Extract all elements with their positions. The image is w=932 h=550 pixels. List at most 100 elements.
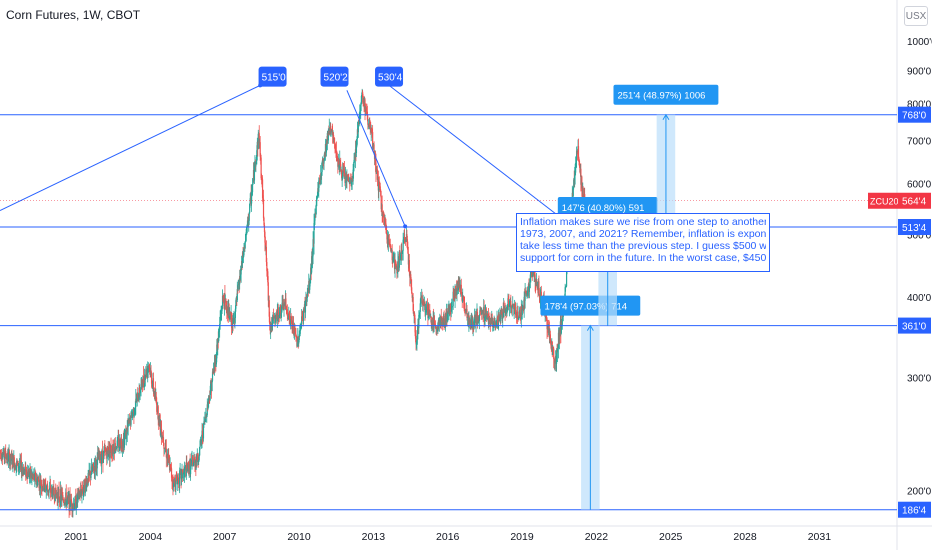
candle-body (182, 474, 184, 479)
candle-body (168, 458, 170, 461)
candle-body (415, 338, 417, 345)
candle-body (56, 494, 58, 499)
candle-body (507, 298, 509, 306)
candle-body (352, 167, 355, 170)
candle-body (126, 426, 128, 434)
trend-label-box (320, 66, 349, 87)
candle-body (464, 302, 466, 310)
candle-body (312, 239, 314, 257)
candle-body (359, 110, 361, 112)
candle-body (151, 384, 154, 387)
candle-body (336, 155, 338, 157)
candle-body (74, 498, 76, 508)
candle-body (156, 403, 158, 412)
candle-body (550, 340, 552, 346)
candle-body (353, 159, 355, 167)
candle-body (114, 443, 116, 450)
candle-body (302, 309, 305, 321)
candle-body (463, 299, 465, 303)
candle-body (411, 287, 413, 294)
candle-body (46, 488, 48, 490)
candle-body (454, 285, 456, 300)
candle-body (296, 342, 298, 347)
candle-body (488, 321, 490, 325)
candle-body (50, 492, 52, 494)
level-price-label: 186'4 (902, 506, 927, 517)
candle-body (572, 187, 574, 197)
candle-body (405, 239, 407, 242)
candle-body (209, 392, 211, 400)
candle-body (55, 493, 57, 495)
candle-body (0, 450, 2, 452)
candle-body (532, 274, 534, 277)
candle-body (449, 303, 451, 309)
candle-body (81, 489, 84, 492)
candle-body (388, 239, 390, 244)
candle-body (118, 438, 120, 448)
candle-body (578, 158, 580, 161)
candle-body (174, 480, 176, 488)
candle-body (105, 450, 107, 452)
candle-body (197, 453, 199, 461)
candle-body (103, 449, 105, 452)
candle-body (413, 310, 415, 314)
candle-body (348, 177, 350, 182)
candle-body (361, 95, 363, 102)
candle-body (96, 456, 98, 469)
candle-body (186, 462, 188, 468)
candle-body (376, 169, 379, 180)
candle-body (582, 188, 584, 200)
candle-body (249, 203, 251, 213)
candle-body (517, 316, 519, 320)
range-measure-label: 147'6 (40.80%) 591 (562, 203, 645, 214)
candle-body (86, 480, 88, 484)
candle-body (364, 99, 366, 112)
candle-body (178, 477, 180, 484)
candle-body (336, 156, 338, 161)
candle-body (560, 319, 562, 334)
text-note[interactable]: Inflation makes sure we rise from one st… (516, 213, 770, 272)
candle-body (101, 450, 104, 457)
candle-body (240, 274, 242, 279)
candle-body (139, 392, 141, 395)
candle-body (318, 180, 320, 192)
candle-body (373, 144, 375, 153)
candle-body (44, 482, 46, 485)
candle-body (184, 467, 186, 470)
candle-body (219, 318, 221, 325)
candle-body (479, 310, 481, 312)
candle-body (398, 251, 400, 268)
trend-line (346, 90, 406, 227)
candle-body (392, 256, 394, 263)
candle-body (251, 184, 254, 193)
candle-body (17, 460, 19, 468)
candle-body (177, 478, 179, 485)
candle-body (157, 406, 159, 421)
candle-body (578, 160, 581, 167)
candle-body (118, 446, 120, 448)
candle-body (300, 323, 302, 326)
candle-body (253, 164, 256, 181)
x-tick-label: 2028 (733, 531, 757, 543)
candle-body (466, 309, 468, 319)
candle-body (28, 471, 30, 478)
candle-body (391, 249, 393, 261)
candle-body (354, 149, 357, 159)
candle-body (231, 318, 234, 330)
candle-body (481, 313, 483, 315)
candle-body (298, 334, 300, 341)
candle-body (484, 313, 486, 318)
candle-body (365, 107, 367, 110)
candle-body (403, 236, 406, 240)
x-tick-label: 2019 (510, 531, 534, 543)
candle-body (24, 468, 26, 470)
currency-button[interactable]: USX (904, 6, 928, 26)
candle-body (332, 131, 334, 136)
candle-body (504, 309, 507, 313)
candle-body (430, 317, 432, 324)
candle-body (318, 178, 320, 181)
candle-body (379, 183, 381, 187)
level-price-tag (898, 501, 931, 518)
candle-body (528, 286, 531, 292)
